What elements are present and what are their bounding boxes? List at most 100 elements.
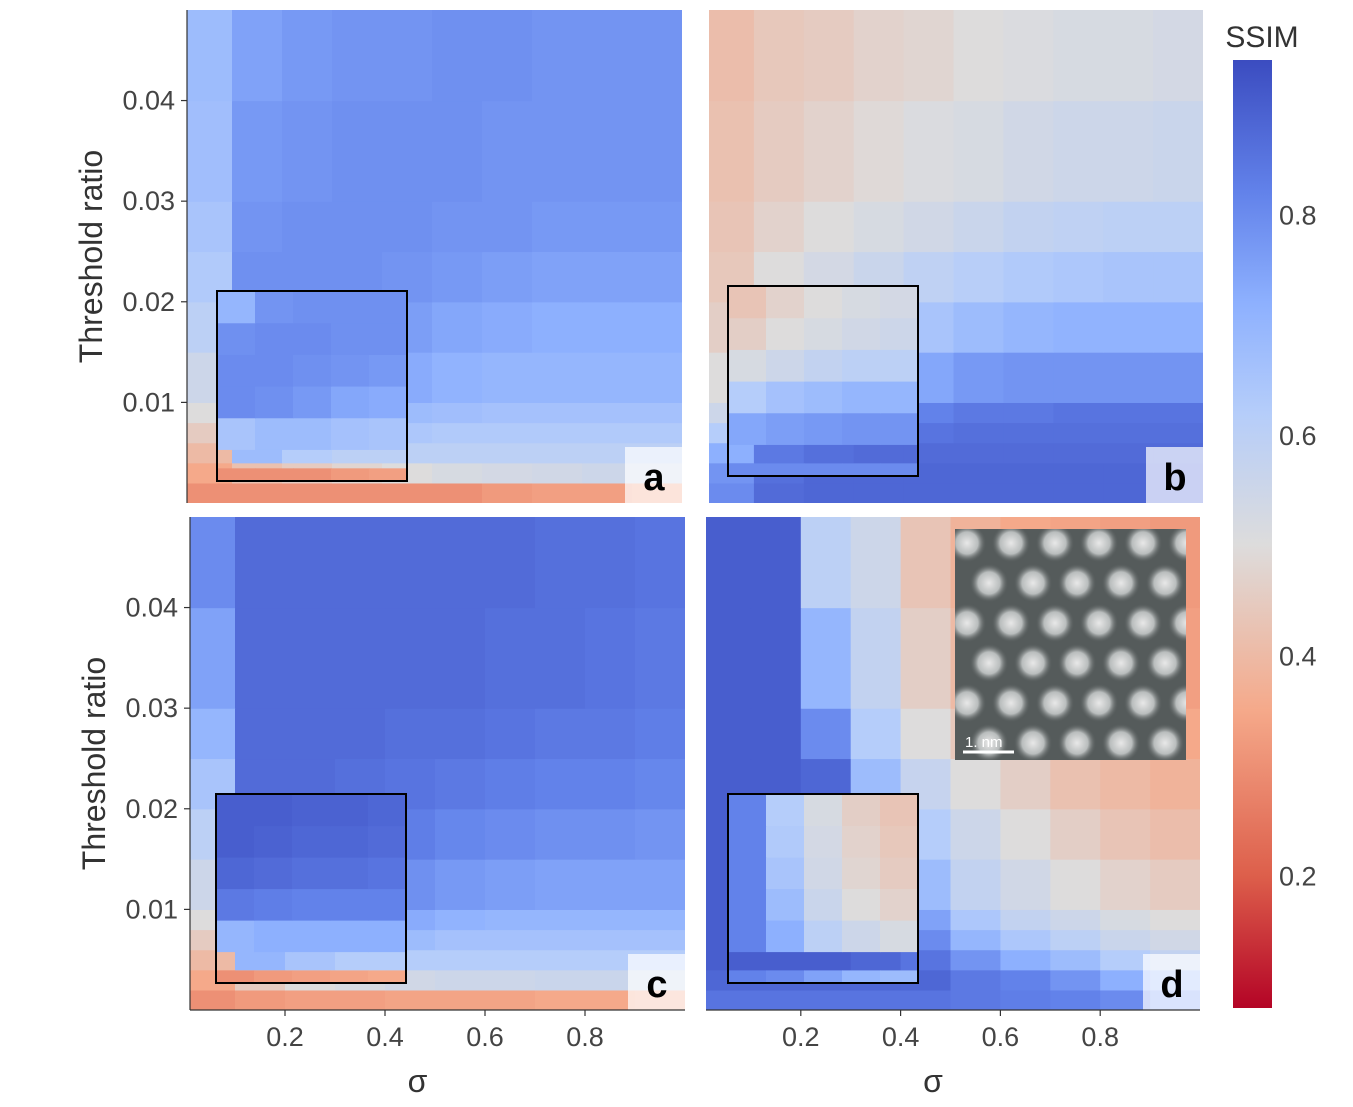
heatmap-cell [485, 607, 536, 709]
heatmap-cell [532, 422, 583, 444]
inset-border [216, 290, 408, 482]
heatmap-cell [1003, 100, 1054, 202]
heatmap-cell [706, 607, 752, 709]
heatmap-cell [1000, 758, 1051, 810]
molecule-blob [1123, 603, 1163, 643]
heatmap-cell [1000, 989, 1051, 1010]
heatmap-cell [232, 100, 283, 202]
heatmap-cell [535, 859, 586, 910]
inset-cell [369, 354, 408, 387]
heatmap-cell [485, 859, 536, 910]
inset-cell [330, 920, 369, 953]
inset-cell [728, 412, 767, 445]
heatmap-cell [435, 808, 486, 860]
heatmap-cell [282, 100, 333, 202]
heatmap-cell [1150, 859, 1200, 910]
inset-cell [766, 317, 805, 350]
heatmap-cell [950, 949, 1002, 971]
heatmap-cell [903, 442, 955, 464]
heatmap-cell [1050, 969, 1101, 991]
inset-cell [216, 825, 255, 858]
inset-cell [330, 888, 369, 921]
scale-bar-label: 1. nm [965, 734, 1003, 751]
heatmap-cell [1000, 808, 1051, 860]
heatmap-cell [709, 100, 755, 202]
heatmap-cell [706, 949, 752, 971]
heatmap-cell [385, 708, 436, 760]
inset-cell [293, 468, 332, 482]
heatmap-cell [635, 929, 685, 951]
inset-cell [804, 888, 843, 921]
inset-cell [217, 322, 256, 355]
heatmap-cell [385, 607, 436, 709]
heatmap-cell [900, 708, 952, 760]
molecule-blob [1079, 683, 1119, 723]
heatmap-cell [800, 989, 852, 1010]
molecule-blob [1057, 563, 1097, 603]
heatmap-cell [950, 989, 1002, 1010]
inset-cell [255, 291, 294, 324]
heatmap-cell [335, 949, 386, 971]
molecule-blob [955, 529, 987, 563]
heatmap-cell [1003, 10, 1054, 102]
inset-cell [254, 970, 293, 984]
colorbar-tick-label: 0.8 [1279, 200, 1317, 230]
heatmap-cell [853, 482, 905, 503]
heatmap-cell [853, 442, 905, 464]
inset-cell [330, 970, 369, 984]
heatmap-cell [532, 482, 583, 503]
heatmap-cell [1003, 402, 1054, 424]
inset-cell [292, 857, 331, 890]
heatmap-cell [482, 201, 533, 253]
heatmap-cell [485, 969, 536, 991]
heatmap-cell [432, 10, 483, 102]
heatmap-cell [582, 482, 633, 503]
heatmap-cell [385, 517, 436, 609]
heatmap-cell [485, 929, 536, 951]
heatmap-cell [432, 462, 483, 484]
inset-cell [766, 286, 805, 319]
heatmap-cell [1103, 402, 1154, 424]
inset-cell [216, 970, 255, 984]
heatmap-cell [850, 607, 902, 709]
zoom-inset [727, 285, 919, 477]
inset-cell [880, 349, 919, 382]
x-tick-label: 0.2 [782, 1022, 820, 1052]
heatmap-cell [709, 201, 755, 253]
heatmap-cell [535, 969, 586, 991]
heatmap-cell [1100, 909, 1151, 931]
inset-cell [804, 381, 843, 414]
inset-cell [804, 412, 843, 445]
inset-cell [331, 417, 370, 450]
heatmap-cell [382, 100, 433, 202]
heatmap-cell [1050, 929, 1101, 951]
heatmap-cell [585, 859, 636, 910]
heatmap-cell [850, 989, 902, 1010]
heatmap-cell [1103, 301, 1154, 353]
heatmap-cell [1103, 482, 1154, 503]
heatmap-cell [632, 251, 682, 303]
zoom-inset [215, 793, 407, 984]
inset-cell [369, 386, 408, 419]
heatmap-cell [900, 949, 952, 971]
x-tick-label: 0.4 [882, 1022, 920, 1052]
heatmap-cell [432, 482, 483, 503]
inset-border [727, 285, 919, 477]
inset-cell [842, 888, 881, 921]
heatmap-cell [435, 708, 486, 760]
heatmap-cell [582, 201, 633, 253]
heatmap-cell [903, 10, 955, 102]
heatmap-cell [432, 352, 483, 403]
heatmap-cell [950, 969, 1002, 991]
heatmap-cell [706, 708, 752, 760]
inset-cell [842, 463, 881, 477]
heatmap-cell [632, 100, 682, 202]
molecule-blob [1035, 683, 1075, 723]
heatmap-cell [1053, 251, 1104, 303]
x-axis-label: σ [408, 1063, 428, 1099]
heatmap-cell [1000, 929, 1051, 951]
panel-label: a [643, 457, 665, 499]
heatmap-cell [953, 251, 1005, 303]
inset-cell [880, 381, 919, 414]
